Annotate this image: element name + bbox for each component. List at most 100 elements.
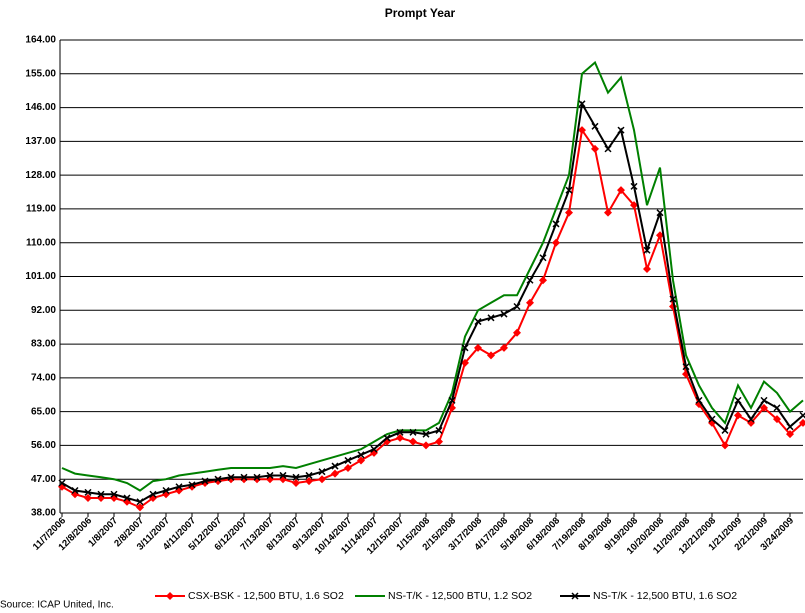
point-marker (747, 415, 755, 423)
point-marker (643, 264, 651, 273)
y-tick-label: 74.00 (31, 372, 56, 383)
point-marker (305, 471, 313, 479)
point-marker (396, 428, 404, 436)
y-tick-label: 101.00 (25, 271, 56, 282)
point-marker (253, 473, 261, 481)
point-marker (578, 100, 586, 108)
point-marker (461, 344, 469, 352)
point-marker (695, 396, 703, 404)
point-marker (721, 441, 729, 450)
point-marker (110, 490, 118, 498)
point-marker (370, 445, 378, 453)
legend-label: NS-T/K - 12,500 BTU, 1.6 SO2 (593, 590, 737, 602)
point-marker (422, 441, 430, 450)
point-marker (487, 351, 495, 360)
legend-marker (571, 592, 579, 600)
point-marker (565, 186, 573, 194)
point-marker (513, 303, 521, 311)
y-tick-label: 56.00 (31, 440, 56, 451)
y-tick-label: 92.00 (31, 305, 56, 316)
point-marker (656, 231, 664, 240)
point-marker (617, 126, 625, 134)
point-marker (266, 471, 274, 479)
y-tick-label: 83.00 (31, 339, 56, 350)
point-marker (786, 430, 794, 439)
point-marker (422, 430, 430, 438)
point-marker (721, 426, 729, 434)
point-marker (604, 145, 612, 153)
point-marker (617, 186, 625, 195)
point-marker (799, 411, 805, 419)
point-marker (331, 469, 339, 478)
point-marker (539, 276, 547, 285)
point-marker (409, 437, 417, 446)
point-marker (84, 493, 92, 502)
point-marker (58, 479, 66, 487)
point-marker (344, 456, 352, 464)
point-marker (669, 295, 677, 303)
point-marker (396, 433, 404, 442)
point-marker (526, 298, 534, 307)
point-marker (214, 475, 222, 483)
point-marker (227, 473, 235, 481)
point-marker (786, 423, 794, 431)
point-marker (331, 462, 339, 470)
point-marker (435, 437, 443, 446)
chart-title: Prompt Year (385, 6, 456, 20)
point-marker (136, 498, 144, 506)
point-marker (513, 328, 521, 337)
point-marker (487, 314, 495, 322)
point-marker (799, 418, 805, 427)
point-marker (760, 403, 768, 412)
point-marker (630, 201, 638, 210)
y-tick-label: 137.00 (25, 136, 56, 147)
point-marker (539, 254, 547, 262)
point-marker (591, 122, 599, 130)
point-marker (357, 451, 365, 459)
y-tick-label: 119.00 (26, 204, 56, 215)
legend-marker (166, 592, 174, 600)
series-line (61, 100, 804, 503)
point-marker (578, 126, 586, 135)
point-marker (175, 483, 183, 491)
point-marker (344, 463, 352, 472)
point-marker (318, 475, 326, 484)
point-marker (292, 473, 300, 481)
point-marker (136, 503, 144, 512)
point-marker (565, 208, 573, 217)
point-marker (97, 490, 105, 498)
point-marker (734, 411, 742, 420)
point-marker (474, 343, 482, 352)
point-marker (240, 473, 248, 481)
point-marker (123, 494, 131, 502)
point-marker (435, 426, 443, 434)
source-note: Source: ICAP United, Inc. (0, 600, 114, 611)
point-marker (71, 486, 79, 495)
point-marker (591, 144, 599, 153)
point-marker (526, 276, 534, 284)
point-marker (318, 468, 326, 476)
point-marker (188, 481, 196, 489)
point-marker (162, 486, 170, 495)
point-marker (305, 477, 313, 486)
point-marker (643, 246, 651, 254)
y-tick-label: 65.00 (31, 406, 56, 417)
point-marker (708, 415, 716, 423)
y-tick-label: 128.00 (25, 170, 56, 181)
point-marker (630, 182, 638, 190)
point-marker (773, 404, 781, 412)
y-tick-label: 155.00 (25, 68, 56, 79)
point-marker (461, 358, 469, 367)
point-marker (760, 396, 768, 404)
point-marker (448, 396, 456, 404)
point-marker (409, 428, 417, 436)
point-marker (500, 310, 508, 318)
legend-label: NS-T/K - 12,500 BTU, 1.2 SO2 (388, 590, 532, 602)
legend-label: CSX-BSK - 12,500 BTU, 1.6 SO2 (188, 590, 344, 602)
point-marker (552, 238, 560, 247)
point-marker (604, 208, 612, 217)
point-marker (656, 209, 664, 217)
point-marker (500, 343, 508, 352)
y-tick-label: 47.00 (31, 474, 56, 485)
